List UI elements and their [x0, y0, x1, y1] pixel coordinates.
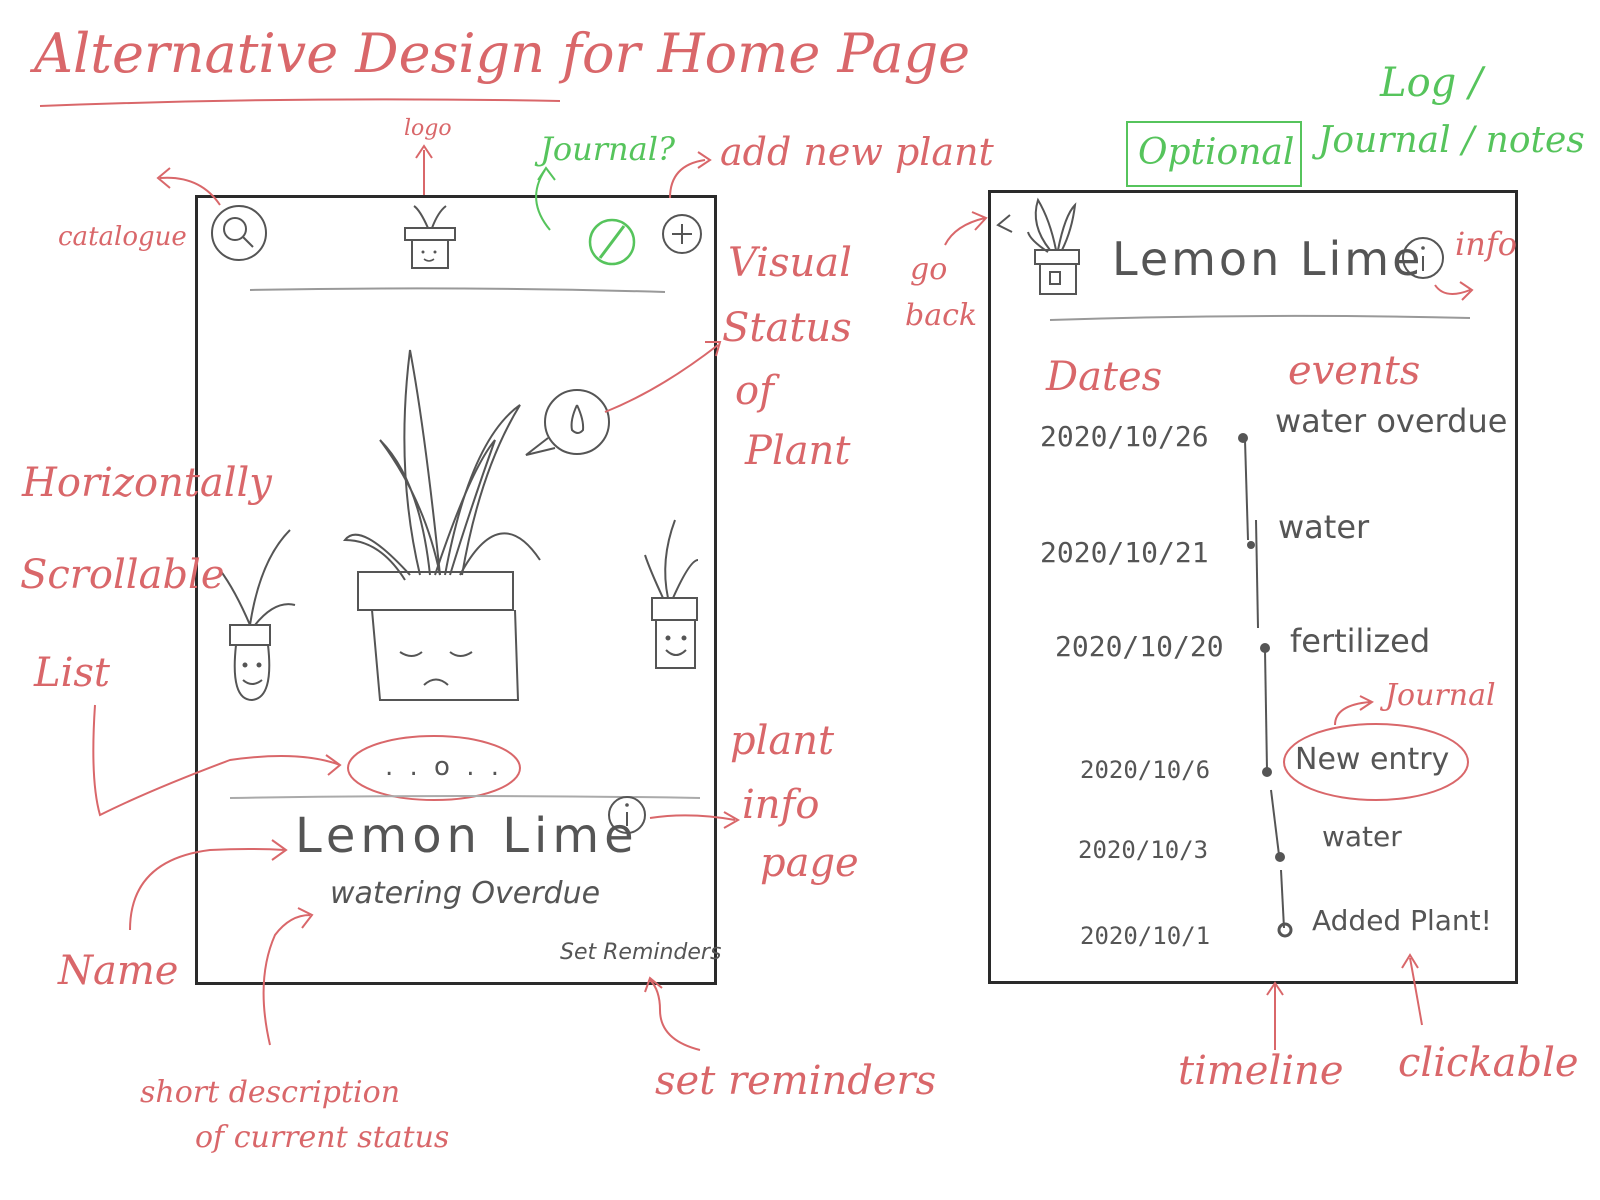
annotation-list: List: [34, 650, 110, 696]
entry-event[interactable]: fertilized: [1290, 622, 1431, 660]
log-screen-frame: [988, 190, 1518, 984]
annotation-logo: logo: [404, 116, 452, 141]
right-plant-thumbnail: [644, 519, 699, 669]
water-status-bubble: [525, 389, 610, 456]
timeline-line: [1244, 439, 1285, 929]
annotation-info: info: [1455, 225, 1517, 263]
entry-date: 2020/10/20: [1055, 630, 1224, 663]
annotation-plant: Plant: [745, 428, 851, 474]
journal-icon: [588, 218, 636, 266]
annotation-scrollable: Scrollable: [20, 552, 225, 598]
timeline-dots: [1238, 433, 1293, 938]
annotation-catalogue: catalogue: [58, 222, 187, 252]
annotation-journal: Journal: [1385, 678, 1496, 713]
entry-date: 2020/10/3: [1078, 836, 1209, 864]
left-plant-thumbnail: [219, 529, 296, 702]
annotation-journal-notes: Journal / notes: [1318, 120, 1585, 161]
entry-event[interactable]: Added Plant!: [1312, 904, 1492, 937]
entry-event[interactable]: water: [1278, 508, 1370, 546]
events-header: events: [1288, 348, 1421, 394]
home-plant-status: watering Overdue: [330, 876, 601, 911]
logo-icon: [404, 205, 456, 269]
annotation-of: of: [735, 368, 774, 414]
annotation-timeline: timeline: [1178, 1048, 1344, 1094]
annotation-back: back: [905, 298, 978, 333]
dates-header: Dates: [1046, 354, 1163, 400]
annotation-optional: Optional: [1138, 132, 1295, 173]
annotation-plant-info-3: page: [760, 840, 859, 886]
annotation-short-description-2: of current status: [195, 1120, 450, 1155]
annotation-clickable: clickable: [1398, 1040, 1579, 1086]
set-reminders-button[interactable]: Set Reminders: [560, 940, 722, 965]
annotation-name: Name: [58, 948, 179, 994]
back-arrow-icon: [996, 214, 1013, 233]
plant-avatar-icon: [1027, 197, 1080, 295]
annotation-go: go: [910, 252, 948, 287]
annotation-set-reminders: set reminders: [655, 1058, 937, 1104]
new-entry-highlight: [1283, 723, 1469, 801]
page-title: Alternative Design for Home Page: [34, 22, 971, 85]
entry-event-new[interactable]: New entry: [1295, 742, 1450, 777]
entry-date: 2020/10/21: [1040, 536, 1209, 569]
home-plant-name: Lemon Lime: [295, 808, 639, 864]
entry-date: 2020/10/26: [1040, 420, 1209, 453]
annotation-visual: Visual: [728, 240, 852, 286]
entry-date: 2020/10/6: [1080, 756, 1211, 784]
carousel-dots[interactable]: . . o . .: [385, 752, 504, 782]
annotation-short-description-1: short description: [140, 1075, 401, 1110]
annotation-plant-info-1: plant: [730, 718, 835, 764]
annotation-log: Log /: [1380, 60, 1483, 106]
log-plant-name: Lemon Lime: [1112, 232, 1424, 286]
search-icon: [211, 205, 267, 261]
annotation-horizontally: Horizontally: [22, 460, 272, 506]
carousel-indicator-highlight: [347, 735, 521, 801]
annotation-add-new-plant: add new plant: [720, 130, 994, 174]
add-icon: [662, 214, 702, 254]
annotation-status: Status: [722, 305, 852, 351]
entry-date: 2020/10/1: [1080, 922, 1211, 950]
annotation-journal-question: Journal?: [540, 130, 676, 168]
entry-event[interactable]: water overdue: [1275, 402, 1508, 440]
annotation-plant-info-2: info: [742, 782, 820, 828]
log-info-icon: [1402, 237, 1444, 279]
main-plant-illustration: [342, 349, 541, 701]
entry-event[interactable]: water: [1322, 820, 1402, 853]
info-icon: [608, 796, 646, 834]
